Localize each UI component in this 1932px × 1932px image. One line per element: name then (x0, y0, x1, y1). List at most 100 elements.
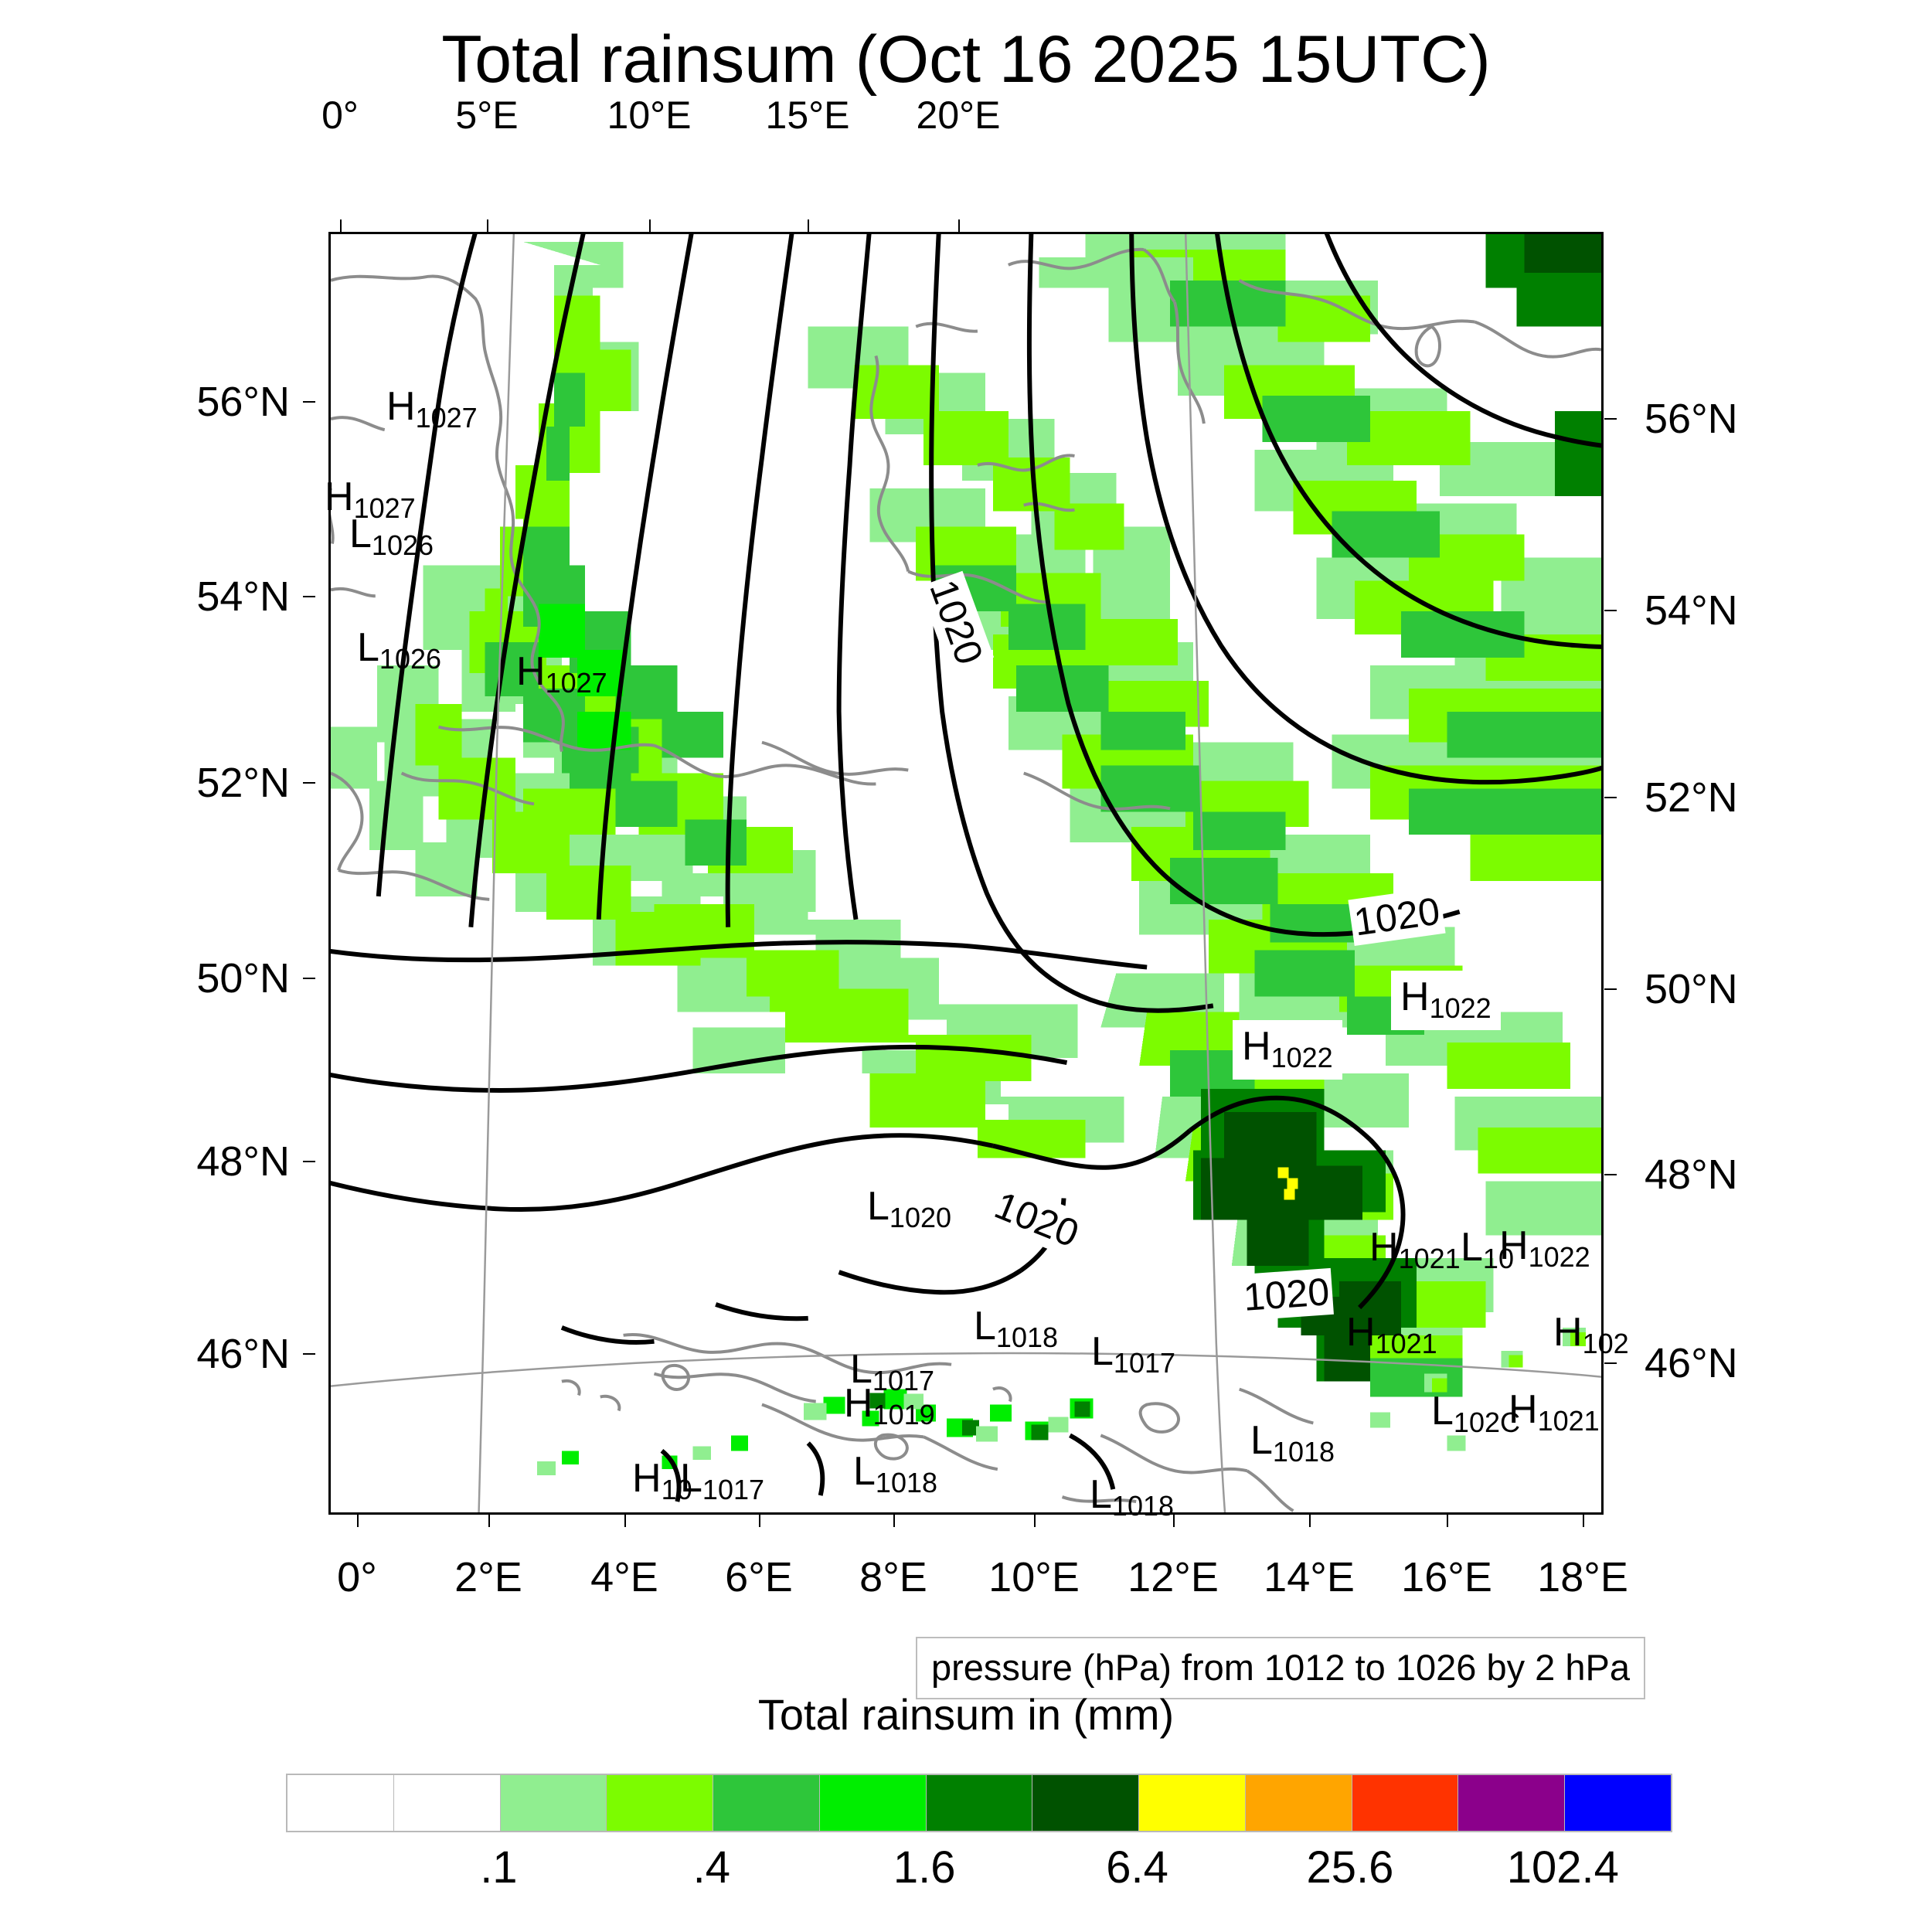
pressure-center-h-1022-b: H1022 (1233, 1020, 1342, 1080)
lat-right-label-0: 56°N (1645, 396, 1738, 442)
lat-left-tick-1 (303, 596, 315, 597)
pressure-center-type: H (844, 1381, 873, 1426)
pressure-center-value: 1018 (1272, 1436, 1335, 1468)
pressure-center-type: H (632, 1456, 662, 1501)
pressure-center-value: 1017 (702, 1474, 765, 1506)
pressure-center-h-1019: H1019 (844, 1383, 935, 1429)
lon-bottom-label-7: 14°E (1264, 1554, 1355, 1600)
pressure-center-h-1027-c: H1027 (516, 651, 607, 697)
contour-label-1020-d: 1020 (1239, 1267, 1335, 1321)
lon-top-tick-3 (808, 219, 809, 232)
colorbar-cell-3[interactable] (607, 1775, 714, 1831)
lat-left-label-1: 54°N (196, 573, 290, 620)
colorbar-cell-10[interactable] (1352, 1775, 1459, 1831)
colorbar-cell-6[interactable] (926, 1775, 1033, 1831)
lat-right-tick-1 (1604, 610, 1617, 611)
colorbar-cell-1[interactable] (393, 1775, 501, 1831)
pressure-center-l-1026-b: L1026 (357, 628, 441, 673)
lat-right-label-5: 46°N (1645, 1340, 1738, 1386)
lat-left-tick-2 (303, 782, 315, 784)
lat-right-label-3: 50°N (1645, 966, 1738, 1012)
pressure-center-type: H (1509, 1387, 1538, 1432)
pressure-center-value: 1020 (889, 1202, 952, 1234)
colorbar-tick-4: 25.6 (1306, 1842, 1394, 1893)
pressure-center-value: 1018 (1111, 1490, 1175, 1522)
colorbar[interactable] (286, 1774, 1672, 1832)
pressure-center-value: 1026 (371, 529, 434, 562)
colorbar-cell-8[interactable] (1139, 1775, 1246, 1831)
pressure-center-l-1018-c: L1018 (1090, 1475, 1174, 1520)
colorbar-cell-11[interactable] (1458, 1775, 1566, 1831)
lat-right-label-1: 54°N (1645, 587, 1738, 634)
pressure-center-value: 10 (1482, 1243, 1514, 1275)
colorbar-cell-9[interactable] (1245, 1775, 1352, 1831)
lon-bottom-tick-4 (893, 1515, 895, 1527)
pressure-center-value: 1017 (872, 1365, 935, 1397)
lat-left-tick-5 (303, 1353, 315, 1355)
pressure-center-type: H (1346, 1310, 1376, 1355)
lon-bottom-tick-5 (1034, 1515, 1036, 1527)
pressure-center-type: L (853, 1449, 876, 1494)
pressure-center-h-102: H102 (1553, 1312, 1629, 1358)
colorbar-cell-5[interactable] (819, 1775, 927, 1831)
lat-left-label-4: 48°N (196, 1138, 290, 1185)
pressure-center-value: 1027 (353, 492, 416, 525)
lat-right-label-4: 48°N (1645, 1151, 1738, 1198)
lon-bottom-tick-1 (488, 1515, 490, 1527)
pressure-center-type: H (1553, 1310, 1583, 1355)
pressure-center-type: H (1242, 1024, 1271, 1069)
pressure-center-h-1021-b: H1021 (1346, 1312, 1437, 1358)
lon-bottom-tick-9 (1583, 1515, 1584, 1527)
pressure-center-h-1021-a: H1021 (1369, 1227, 1461, 1273)
pressure-center-l-1018-d: L1018 (1250, 1420, 1335, 1466)
colorbar-cell-4[interactable] (713, 1775, 820, 1831)
pressure-center-type: L (357, 625, 379, 670)
lon-bottom-tick-7 (1309, 1515, 1311, 1527)
colorbar-cell-0[interactable] (287, 1775, 394, 1831)
colorbar-tick-2: 1.6 (893, 1842, 956, 1893)
colorbar-tick-labels: .1 .4 1.6 6.4 25.6 102.4 (286, 1842, 1669, 1911)
lon-bottom-tick-0 (357, 1515, 359, 1527)
pressure-center-value: 1027 (545, 667, 607, 699)
pressure-center-h-1021-c: H1021 (1509, 1389, 1600, 1435)
pressure-center-value: 102C (1453, 1406, 1520, 1439)
pressure-center-type: L (1461, 1225, 1483, 1270)
pressure-center-h-1022-c: H1022 (1499, 1226, 1590, 1271)
pressure-center-l-1017-b: L1017 (850, 1349, 934, 1395)
pressure-center-value: 1018 (995, 1321, 1059, 1354)
colorbar-tick-1: .4 (692, 1842, 730, 1893)
colorbar-title: Total rainsum in (mm) (757, 1690, 1175, 1739)
map-canvas (331, 234, 1601, 1512)
pressure-center-value: 1017 (1113, 1347, 1176, 1379)
colorbar-cell-7[interactable] (1032, 1775, 1140, 1831)
pressure-center-l-1020: L1020 (867, 1186, 951, 1232)
lat-left-label-5: 46°N (196, 1331, 290, 1377)
lon-top-label-2: 10°E (607, 94, 692, 137)
lat-left-tick-4 (303, 1161, 315, 1162)
pressure-center-type: H (1369, 1225, 1399, 1270)
colorbar-cell-2[interactable] (500, 1775, 607, 1831)
pressure-center-l-10: L10 (1461, 1227, 1514, 1273)
pressure-center-type: H (325, 474, 354, 519)
lat-right-tick-4 (1604, 1174, 1617, 1175)
lat-left-tick-0 (303, 401, 315, 403)
pressure-legend-note: pressure (hPa) from 1012 to 1026 by 2 hP… (916, 1637, 1645, 1699)
pressure-center-value: 1026 (379, 643, 442, 675)
colorbar-cell-12[interactable] (1565, 1775, 1671, 1831)
pressure-center-type: L (867, 1184, 889, 1229)
lat-right-tick-3 (1604, 988, 1617, 990)
map-plot-area[interactable] (328, 232, 1604, 1515)
lon-bottom-label-2: 4°E (590, 1554, 658, 1600)
pressure-center-l-1017-c: L1017 (680, 1458, 764, 1504)
lon-top-tick-2 (649, 219, 651, 232)
lat-right-label-2: 52°N (1645, 774, 1738, 821)
pressure-center-type: L (1090, 1472, 1112, 1517)
pressure-center-h-1027-b: H1027 (325, 477, 416, 522)
lon-bottom-label-1: 2°E (454, 1554, 522, 1600)
pressure-center-type: L (1091, 1329, 1114, 1374)
pressure-center-type: H (516, 649, 546, 694)
lat-left-label-0: 56°N (196, 379, 290, 425)
lat-left-tick-3 (303, 978, 315, 979)
lat-right-tick-2 (1604, 797, 1617, 798)
lon-bottom-label-4: 8°E (859, 1554, 927, 1600)
